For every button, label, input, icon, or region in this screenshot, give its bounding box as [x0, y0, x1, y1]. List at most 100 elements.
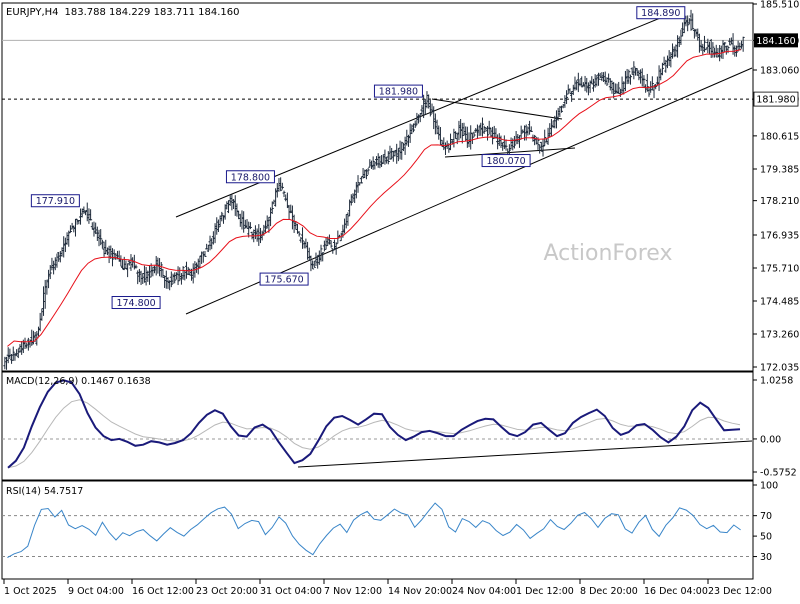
price-candle — [726, 45, 730, 54]
price-candle — [647, 86, 651, 97]
svg-text:180.070: 180.070 — [486, 156, 525, 167]
x-tick-label: 24 Nov 04:00 — [452, 586, 516, 597]
price-candle — [386, 151, 390, 165]
pivot-label: 174.800 — [111, 296, 161, 310]
price-candle — [169, 271, 173, 288]
pivot-label: 180.070 — [481, 154, 531, 168]
watermark: ActionForex — [544, 241, 673, 266]
svg-text:184.890: 184.890 — [641, 8, 680, 19]
price-candle — [364, 169, 368, 180]
current-price-label: 184.160 — [756, 36, 795, 47]
moving-average-line — [7, 49, 741, 347]
price-candle — [728, 38, 732, 46]
price-candle — [11, 346, 15, 361]
price-candle — [565, 90, 569, 105]
price-candle — [89, 209, 93, 221]
price-candle — [181, 266, 185, 280]
current-price-tag — [754, 33, 798, 48]
price-candle — [597, 72, 601, 86]
x-tick-label: 31 Oct 04:00 — [260, 586, 322, 597]
price-candle — [220, 211, 224, 222]
price-candle — [734, 45, 738, 57]
rsi-tick-label: 30 — [760, 552, 772, 563]
price-candle — [176, 266, 180, 286]
price-candle — [329, 240, 333, 248]
price-candle — [486, 125, 490, 141]
price-candle — [68, 225, 72, 233]
price-tick-label: 175.710 — [760, 264, 799, 275]
svg-text:175.670: 175.670 — [264, 275, 303, 286]
price-candle — [627, 69, 631, 84]
pivot-label: 178.800 — [225, 170, 275, 184]
price-tick-label: 179.385 — [760, 165, 799, 176]
chart-symbol: EURJPY,H4 183.788 184.229 183.711 184.160 — [6, 7, 239, 18]
price-candle — [691, 13, 695, 30]
rsi-line — [7, 502, 741, 559]
pivot-label: 184.890 — [636, 6, 686, 19]
price-candle — [617, 81, 621, 94]
svg-text:178.800: 178.800 — [231, 172, 270, 183]
price-candle — [334, 242, 338, 255]
macd-tick-label: 0.00 — [760, 434, 781, 445]
level-tag — [753, 91, 799, 107]
price-candle — [660, 62, 664, 76]
price-tick-label: 180.615 — [760, 131, 799, 142]
price-candle — [270, 201, 274, 214]
price-candle — [723, 42, 727, 53]
price-tick-label: 185.510 — [760, 0, 799, 11]
x-tick-label: 1 Oct 2025 — [4, 586, 57, 597]
macd-title: MACD(12,26,9) 0.1467 0.1638 — [6, 376, 151, 387]
price-candle — [359, 176, 363, 184]
price-candle — [543, 129, 547, 147]
x-tick-label: 1 Dec 12:00 — [516, 586, 574, 597]
macd-pane-frame — [1, 371, 754, 481]
price-tick-label: 173.260 — [760, 330, 799, 341]
price-candle — [282, 190, 286, 198]
price-candle — [714, 44, 718, 58]
price-candle — [331, 248, 335, 254]
price-candle — [161, 268, 165, 278]
x-tick-label: 14 Nov 20:00 — [388, 586, 452, 597]
x-tick-label: 7 Nov 12:00 — [324, 586, 382, 597]
x-tick-label: 9 Oct 04:00 — [68, 586, 124, 597]
price-candle — [689, 9, 693, 31]
price-candle — [686, 15, 690, 32]
price-candle — [203, 250, 207, 257]
price-candle — [311, 260, 315, 270]
price-candle — [642, 75, 646, 88]
price-candle — [279, 177, 283, 192]
x-tick-label: 23 Dec 12:00 — [708, 586, 772, 597]
svg-text:181.980: 181.980 — [379, 87, 418, 98]
price-candle — [702, 35, 706, 53]
price-candle — [428, 100, 432, 117]
price-candle — [711, 42, 715, 58]
price-candle — [480, 117, 484, 137]
price-pane-frame — [1, 2, 754, 372]
price-candle — [741, 36, 745, 52]
price-tick-label: 178.210 — [760, 196, 799, 207]
price-candle — [400, 141, 404, 160]
x-tick-label: 8 Dec 20:00 — [580, 586, 638, 597]
price-candle — [134, 264, 138, 269]
price-candle — [472, 131, 476, 138]
triangle-lower-line — [444, 147, 576, 158]
price-tick-label: 174.485 — [760, 297, 799, 308]
ohlc-values: 183.788 184.229 183.711 184.160 — [65, 7, 240, 18]
macd-trendline — [297, 440, 753, 468]
price-candle — [321, 252, 325, 262]
macd-tick-label: -0.5752 — [760, 468, 797, 479]
price-candle — [469, 125, 473, 150]
svg-text:177.910: 177.910 — [36, 196, 75, 207]
price-candle — [650, 76, 654, 91]
rsi-tick-label: 50 — [760, 532, 772, 543]
price-candle — [504, 139, 508, 151]
price-candle — [248, 222, 252, 230]
macd-tick-label: 1.0258 — [760, 376, 793, 387]
x-tick-label: 23 Oct 20:00 — [196, 586, 258, 597]
price-candle — [580, 76, 584, 88]
macd-line — [7, 379, 741, 469]
price-candle — [280, 182, 284, 190]
price-candle — [371, 156, 375, 170]
price-candle — [319, 244, 323, 262]
price-candle — [632, 61, 636, 80]
